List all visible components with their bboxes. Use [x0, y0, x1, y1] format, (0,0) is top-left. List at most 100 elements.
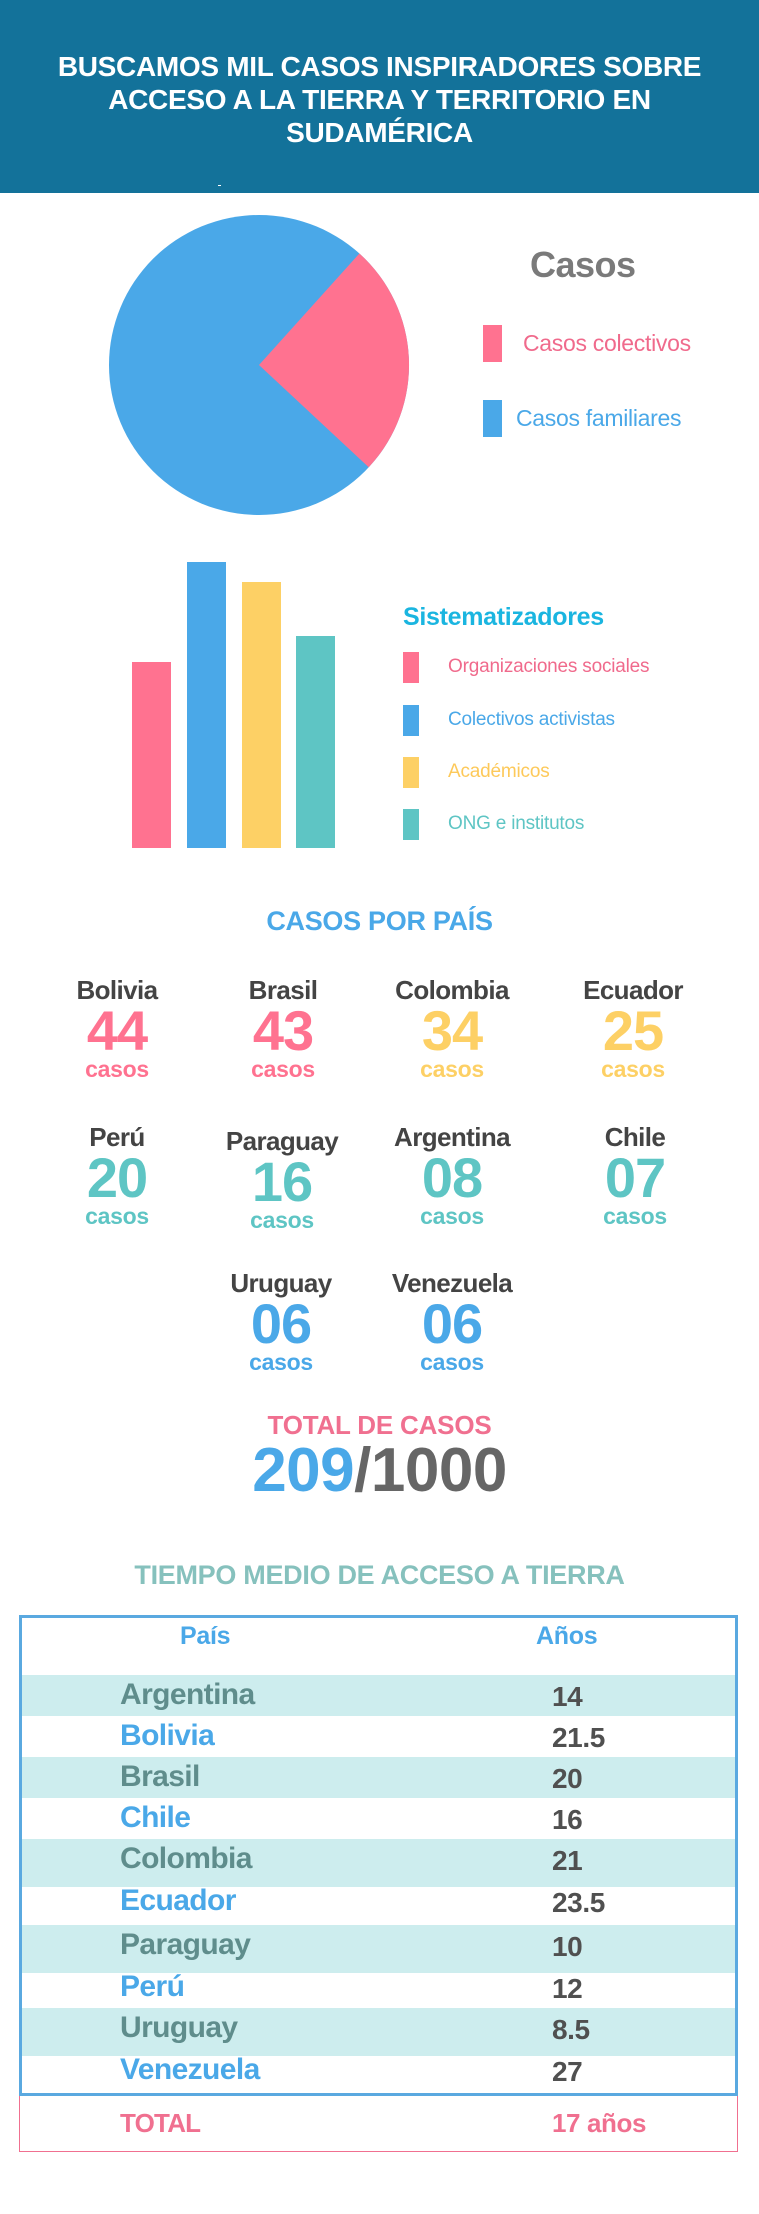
pie-legend-item-colectivos: Casos colectivos [483, 324, 691, 362]
bar-colectivos-activistas [187, 562, 226, 848]
country-count: 43 [252, 999, 314, 1062]
total-row-box [19, 2096, 738, 2152]
country-count: 08 [421, 1146, 483, 1209]
legend-label: ONG e institutos [448, 813, 585, 834]
legend-label: Colectivos activistas [448, 709, 615, 730]
row-years: 21.5 [552, 1722, 605, 1753]
table-row: Perú 12 [22, 1970, 735, 2008]
country-card-colombia: Colombia 34 casos [377, 975, 527, 1081]
country-card-paraguay: Paraguay 16 casos [207, 1126, 357, 1232]
title-line-1: BUSCAMOS MIL CASOS INSPIRADORES SOBRE [57, 51, 702, 82]
country-count: 44 [86, 999, 148, 1062]
table-row: Paraguay 10 [22, 1925, 735, 1973]
legend-swatch-icon [483, 324, 502, 362]
row-country: Bolivia [120, 1719, 215, 1752]
country-unit: casos [250, 1207, 314, 1233]
bar-legend-title: Sistematizadores [403, 603, 604, 631]
row-years: 27 [552, 2056, 583, 2087]
total-separator: / [354, 1436, 371, 1505]
column-header-pais: País [180, 1622, 231, 1650]
country-card-brasil: Brasil 43 casos [208, 975, 358, 1081]
table-row: Uruguay 8.5 [22, 2008, 735, 2056]
row-years: 21 [552, 1845, 583, 1876]
country-unit: casos [420, 1056, 484, 1082]
row-years: 10 [552, 1931, 583, 1962]
country-card-ecuador: Ecuador 25 casos [558, 975, 708, 1081]
total-row-label: TOTAL [120, 2108, 201, 2138]
pie-slice-colectivos [259, 253, 410, 468]
row-years: 14 [552, 1681, 583, 1712]
country-unit: casos [249, 1349, 313, 1375]
country-name: Chile [604, 1122, 666, 1152]
bar-legend-item-organizaciones: Organizaciones sociales [403, 651, 650, 683]
bar-legend-item-academicos: Académicos [403, 756, 550, 788]
row-country: Argentina [120, 1678, 255, 1711]
legend-swatch-icon [403, 756, 419, 788]
country-name: Ecuador [583, 975, 683, 1005]
country-name: Brasil [248, 975, 318, 1005]
table-row: Colombia 21 [22, 1839, 735, 1887]
row-country: Perú [120, 1970, 185, 2003]
header-banner [0, 0, 759, 193]
bar-legend-item-ong: ONG e institutos [403, 808, 584, 840]
legend-swatch-icon [403, 808, 419, 840]
total-found: 209 [252, 1436, 355, 1505]
country-name: Colombia [395, 975, 509, 1005]
country-unit: casos [420, 1349, 484, 1375]
country-unit: casos [603, 1203, 667, 1229]
country-name: Bolivia [76, 975, 158, 1005]
country-count: 20 [86, 1146, 148, 1209]
row-country: Chile [120, 1801, 191, 1834]
row-years: 23.5 [552, 1887, 605, 1918]
country-count: 34 [421, 999, 483, 1062]
row-country: Venezuela [120, 2053, 260, 2086]
legend-label: Casos familiares [516, 404, 682, 431]
table-row: Brasil 20 [22, 1757, 735, 1798]
country-count: 07 [604, 1146, 666, 1209]
row-years: 20 [552, 1763, 583, 1794]
legend-label: Casos colectivos [523, 329, 691, 356]
legend-label: Académicos [448, 761, 550, 782]
total-goal: 1000 [370, 1436, 507, 1505]
row-country: Brasil [120, 1760, 200, 1793]
pie-legend-item-familiares: Casos familiares [483, 399, 682, 437]
country-unit: casos [420, 1203, 484, 1229]
column-header-anos: Años [536, 1622, 598, 1650]
bar-chart-sistematizadores [132, 550, 342, 848]
casos-por-pais-title: CASOS POR PAÍS [266, 906, 493, 936]
country-card-uruguay: Uruguay 06 casos [206, 1268, 356, 1374]
country-card-venezuela: Venezuela 06 casos [377, 1268, 527, 1374]
header-artifact [218, 185, 221, 186]
legend-swatch-icon [483, 399, 502, 437]
country-card-chile: Chile 07 casos [560, 1122, 710, 1228]
country-card-peru: Perú 20 casos [42, 1122, 192, 1228]
table-row: Venezuela 27 [22, 2053, 735, 2093]
row-country: Colombia [120, 1842, 252, 1875]
country-unit: casos [601, 1056, 665, 1082]
country-unit: casos [251, 1056, 315, 1082]
country-name: Uruguay [230, 1268, 332, 1298]
country-name: Argentina [394, 1122, 511, 1152]
country-name: Perú [89, 1122, 145, 1152]
total-casos-value: 209/1000 [0, 1436, 759, 1506]
tiempo-medio-table [19, 1615, 738, 2096]
total-casos-label: TOTAL DE CASOS [267, 1410, 492, 1440]
pie-legend-title: Casos [530, 244, 636, 285]
tiempo-medio-title: TIEMPO MEDIO DE ACCESO A TIERRA [134, 1560, 625, 1590]
country-unit: casos [85, 1203, 149, 1229]
row-country: Ecuador [120, 1884, 236, 1917]
country-count: 06 [421, 1292, 483, 1355]
row-country: Paraguay [120, 1928, 251, 1961]
country-count: 16 [251, 1150, 313, 1213]
row-years: 8.5 [552, 2014, 590, 2045]
country-unit: casos [85, 1056, 149, 1082]
table-row: Bolivia 21.5 [22, 1719, 735, 1757]
bar-academicos [242, 582, 281, 848]
bar-organizaciones-sociales [132, 662, 171, 848]
title-line-3: SUDAMÉRICA [286, 117, 473, 148]
country-card-bolivia: Bolivia 44 casos [42, 975, 192, 1081]
bar-ong-institutos [296, 636, 335, 848]
total-row-value: 17 años [552, 2108, 647, 2138]
country-card-argentina: Argentina 08 casos [377, 1122, 527, 1228]
row-years: 12 [552, 1973, 583, 2004]
